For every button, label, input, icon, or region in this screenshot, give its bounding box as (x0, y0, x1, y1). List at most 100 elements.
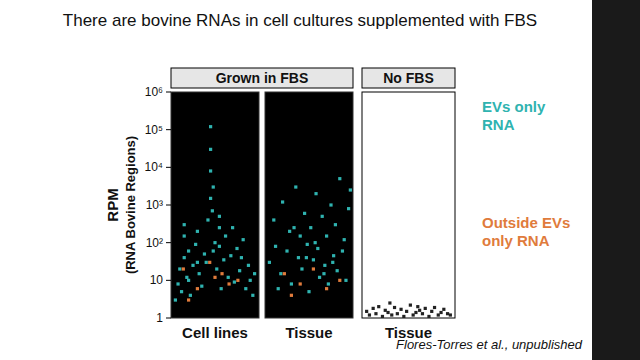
data-point (399, 308, 402, 311)
data-point (187, 279, 190, 282)
data-point (449, 313, 452, 316)
data-point (272, 218, 275, 221)
data-point (218, 215, 221, 218)
y-tick-label: 10⁶ (145, 85, 163, 99)
data-point (341, 249, 344, 252)
data-point (268, 261, 271, 264)
data-point (247, 264, 250, 267)
data-point (309, 226, 312, 229)
data-point (305, 256, 308, 259)
data-point (336, 269, 339, 272)
data-point (220, 272, 223, 275)
data-point (292, 226, 295, 229)
data-point (222, 258, 225, 261)
data-point (294, 185, 297, 188)
data-point (182, 267, 185, 270)
data-point (277, 287, 280, 290)
data-point (220, 287, 223, 290)
data-point (213, 241, 216, 244)
y-tick-label: 10 (150, 273, 164, 287)
data-point (297, 256, 300, 259)
data-point (191, 264, 194, 267)
data-point (314, 241, 317, 244)
data-point (332, 254, 335, 257)
data-point (213, 276, 216, 279)
data-point (381, 315, 384, 318)
data-point (279, 272, 282, 275)
data-point (388, 301, 391, 304)
data-point (316, 247, 319, 250)
data-point (427, 315, 430, 318)
plot-frame (362, 92, 455, 318)
data-point (318, 276, 321, 279)
data-point (329, 203, 332, 206)
data-point (322, 272, 325, 275)
slide: There are bovine RNAs in cell cultures s… (0, 0, 640, 360)
data-point (209, 169, 212, 172)
data-point (274, 245, 277, 248)
y-tick (166, 280, 171, 281)
data-point (209, 125, 212, 128)
panel-header-box (171, 68, 353, 88)
y-tick-label: 10⁵ (145, 123, 163, 137)
data-point (187, 298, 190, 301)
data-point (321, 215, 324, 218)
data-point (393, 306, 396, 309)
data-point (372, 307, 375, 310)
slide-canvas: There are bovine RNAs in cell cultures s… (0, 0, 640, 360)
data-point (209, 148, 212, 151)
data-point (396, 312, 399, 315)
x-axis-label: Tissue (385, 324, 432, 341)
data-point (281, 200, 284, 203)
data-point (343, 238, 346, 241)
data-point (238, 269, 241, 272)
data-point (200, 285, 203, 288)
data-point (303, 212, 306, 215)
data-point (209, 197, 212, 200)
data-point (312, 267, 315, 270)
data-point (325, 287, 328, 290)
data-point (430, 310, 433, 313)
data-point (384, 309, 387, 312)
data-point (327, 282, 330, 285)
data-point (338, 279, 341, 282)
data-point (306, 243, 309, 246)
data-point (240, 256, 243, 259)
data-point (290, 282, 293, 285)
data-point (187, 249, 190, 252)
data-point (283, 272, 286, 275)
data-point (198, 272, 201, 275)
data-point (386, 311, 389, 314)
data-point (416, 305, 419, 308)
panel-header: Grown in FBS (216, 70, 309, 86)
data-point (299, 234, 302, 237)
data-point (236, 279, 239, 282)
data-point (390, 313, 393, 316)
data-point (251, 294, 254, 297)
data-point (185, 276, 188, 279)
data-point (365, 310, 368, 313)
data-point (377, 305, 380, 308)
data-point (196, 287, 199, 290)
data-point (224, 234, 227, 237)
y-tick (166, 205, 171, 206)
data-point (349, 188, 352, 191)
data-point (196, 230, 199, 233)
data-point (174, 298, 177, 301)
data-point (227, 282, 230, 285)
data-point (203, 252, 206, 255)
y-tick (166, 129, 171, 130)
y-tick (166, 242, 171, 243)
data-point (421, 312, 424, 315)
data-point (233, 280, 236, 283)
data-point (325, 234, 328, 237)
plot-frame (171, 92, 259, 318)
y-tick-label: 10² (146, 236, 163, 250)
data-point (299, 282, 302, 285)
data-point (314, 192, 317, 195)
data-point (285, 249, 288, 252)
plot-area (174, 125, 256, 302)
data-point (242, 238, 245, 241)
data-point (433, 306, 436, 309)
y-axis-label: RPM (104, 188, 121, 221)
